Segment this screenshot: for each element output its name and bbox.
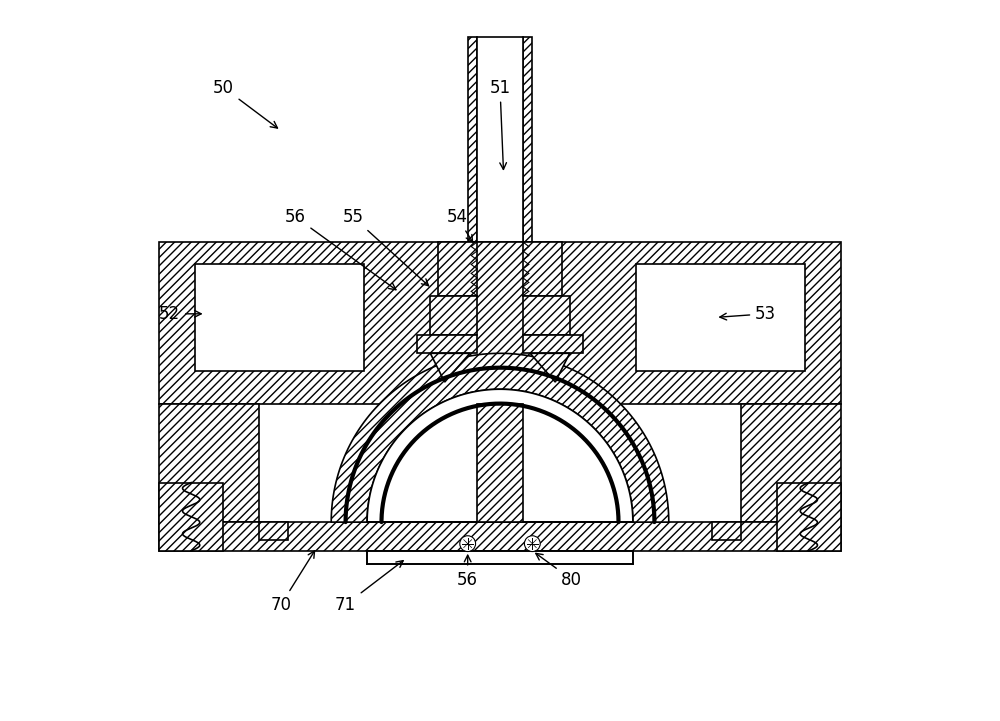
Circle shape <box>460 536 476 552</box>
Text: 53: 53 <box>720 305 776 323</box>
Polygon shape <box>712 522 741 540</box>
Text: 50: 50 <box>213 79 277 128</box>
Polygon shape <box>523 335 583 353</box>
Polygon shape <box>331 353 669 522</box>
Text: 70: 70 <box>270 551 315 614</box>
Polygon shape <box>530 353 570 382</box>
Text: 56: 56 <box>457 555 478 588</box>
Polygon shape <box>777 482 841 551</box>
Text: 54: 54 <box>446 208 473 242</box>
Polygon shape <box>523 37 532 242</box>
Text: 56: 56 <box>285 208 396 290</box>
Polygon shape <box>159 242 841 404</box>
Polygon shape <box>636 264 805 371</box>
Polygon shape <box>477 404 523 522</box>
Circle shape <box>524 536 540 552</box>
Polygon shape <box>468 37 477 242</box>
Text: 51: 51 <box>489 79 511 169</box>
Polygon shape <box>477 37 523 242</box>
Polygon shape <box>159 482 223 551</box>
Polygon shape <box>367 551 633 564</box>
Polygon shape <box>523 296 570 335</box>
Text: 80: 80 <box>536 554 582 588</box>
Text: 52: 52 <box>159 305 201 323</box>
Polygon shape <box>741 404 841 522</box>
Polygon shape <box>438 242 477 296</box>
Polygon shape <box>523 242 562 296</box>
Polygon shape <box>430 296 477 335</box>
Polygon shape <box>430 353 470 382</box>
Text: 55: 55 <box>342 208 429 286</box>
Polygon shape <box>159 404 259 522</box>
Text: 71: 71 <box>335 561 403 614</box>
Polygon shape <box>417 335 477 353</box>
Polygon shape <box>367 389 633 522</box>
Polygon shape <box>159 522 841 551</box>
Polygon shape <box>195 264 364 371</box>
Polygon shape <box>477 404 523 522</box>
Polygon shape <box>259 522 288 540</box>
